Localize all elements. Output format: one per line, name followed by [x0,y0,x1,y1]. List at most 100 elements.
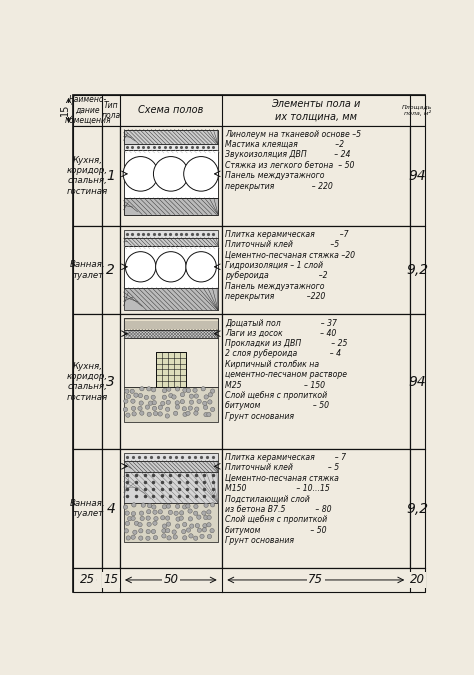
Text: 15: 15 [103,574,118,587]
Circle shape [207,522,211,527]
Bar [73,225,102,315]
Circle shape [139,401,143,405]
Circle shape [194,411,198,415]
Text: Ванная,
туалет: Ванная, туалет [70,499,105,518]
Bar [124,198,218,215]
Circle shape [131,406,136,410]
Circle shape [179,516,183,520]
Circle shape [125,521,129,526]
Bar [124,387,218,423]
Text: Плитка керамическая          –7
Плиточный клей               –5
Цементно-песчана: Плитка керамическая –7 Плиточный клей –5… [225,230,355,301]
Text: 94: 94 [409,375,426,389]
Text: Элементы пола и
их толщина, мм: Элементы пола и их толщина, мм [271,99,360,121]
Circle shape [152,406,156,410]
Circle shape [186,528,191,532]
Circle shape [173,535,177,539]
Text: Наимено-
дание
помещения: Наимено- дание помещения [64,95,111,125]
Bar [222,315,410,449]
Circle shape [151,387,156,392]
Circle shape [197,399,201,404]
Bar [156,352,186,387]
Circle shape [166,522,171,526]
Circle shape [162,395,166,400]
Circle shape [148,401,153,405]
Bar [124,144,218,150]
Circle shape [200,534,204,539]
Circle shape [204,412,208,416]
Circle shape [147,387,151,391]
Bar [410,315,425,449]
Circle shape [172,395,176,399]
Circle shape [133,530,137,535]
Circle shape [182,505,187,509]
Bar [124,288,218,311]
Circle shape [138,536,143,540]
Text: 75: 75 [308,574,323,587]
Circle shape [204,516,208,520]
Bar [124,503,218,542]
Circle shape [131,399,135,404]
Circle shape [153,510,157,514]
Circle shape [155,252,186,282]
Circle shape [131,512,136,516]
Circle shape [202,528,207,532]
Circle shape [188,509,192,513]
Bar [124,329,218,338]
Bar [73,95,425,126]
Circle shape [188,517,192,521]
Bar [222,225,410,315]
Text: Схема полов: Схема полов [138,105,203,115]
Bar [120,126,222,225]
Text: 50: 50 [164,574,178,587]
Circle shape [153,535,158,540]
Circle shape [186,388,191,393]
Bar [124,453,218,461]
Circle shape [189,534,193,538]
Bar [124,461,218,472]
Circle shape [146,529,150,534]
Circle shape [162,534,166,538]
Bar [102,126,120,225]
Circle shape [210,503,215,507]
Circle shape [207,535,211,539]
Text: 9,2: 9,2 [406,263,428,277]
Bar [73,568,425,591]
Circle shape [158,412,163,416]
Circle shape [138,522,142,527]
Circle shape [140,516,145,520]
Circle shape [165,529,170,533]
Circle shape [207,515,211,520]
Circle shape [161,516,165,520]
Circle shape [176,517,180,521]
Circle shape [182,529,186,534]
Circle shape [173,411,178,415]
Circle shape [128,516,132,521]
Circle shape [126,413,130,417]
Circle shape [151,529,155,534]
Text: Плитка керамическая        – 7
Плиточный клей              – 5
Цементно-песчаная: Плитка керамическая – 7 Плиточный клей –… [225,453,346,545]
Circle shape [175,524,180,529]
Circle shape [195,524,200,528]
Circle shape [162,505,167,509]
Circle shape [154,157,188,191]
Circle shape [210,529,214,533]
Circle shape [162,524,167,529]
Circle shape [169,394,173,398]
Circle shape [194,394,199,398]
Bar [120,449,222,568]
Circle shape [147,504,152,508]
Circle shape [172,530,176,534]
Circle shape [125,252,156,282]
Circle shape [162,389,167,393]
Bar [222,126,410,225]
Text: 20: 20 [410,574,425,587]
Circle shape [204,503,208,508]
Text: 4: 4 [106,502,115,516]
Circle shape [204,395,209,399]
Circle shape [125,389,129,394]
Bar [124,230,218,238]
Circle shape [201,387,205,391]
Circle shape [193,511,198,516]
Circle shape [144,396,148,400]
Bar [410,126,425,225]
